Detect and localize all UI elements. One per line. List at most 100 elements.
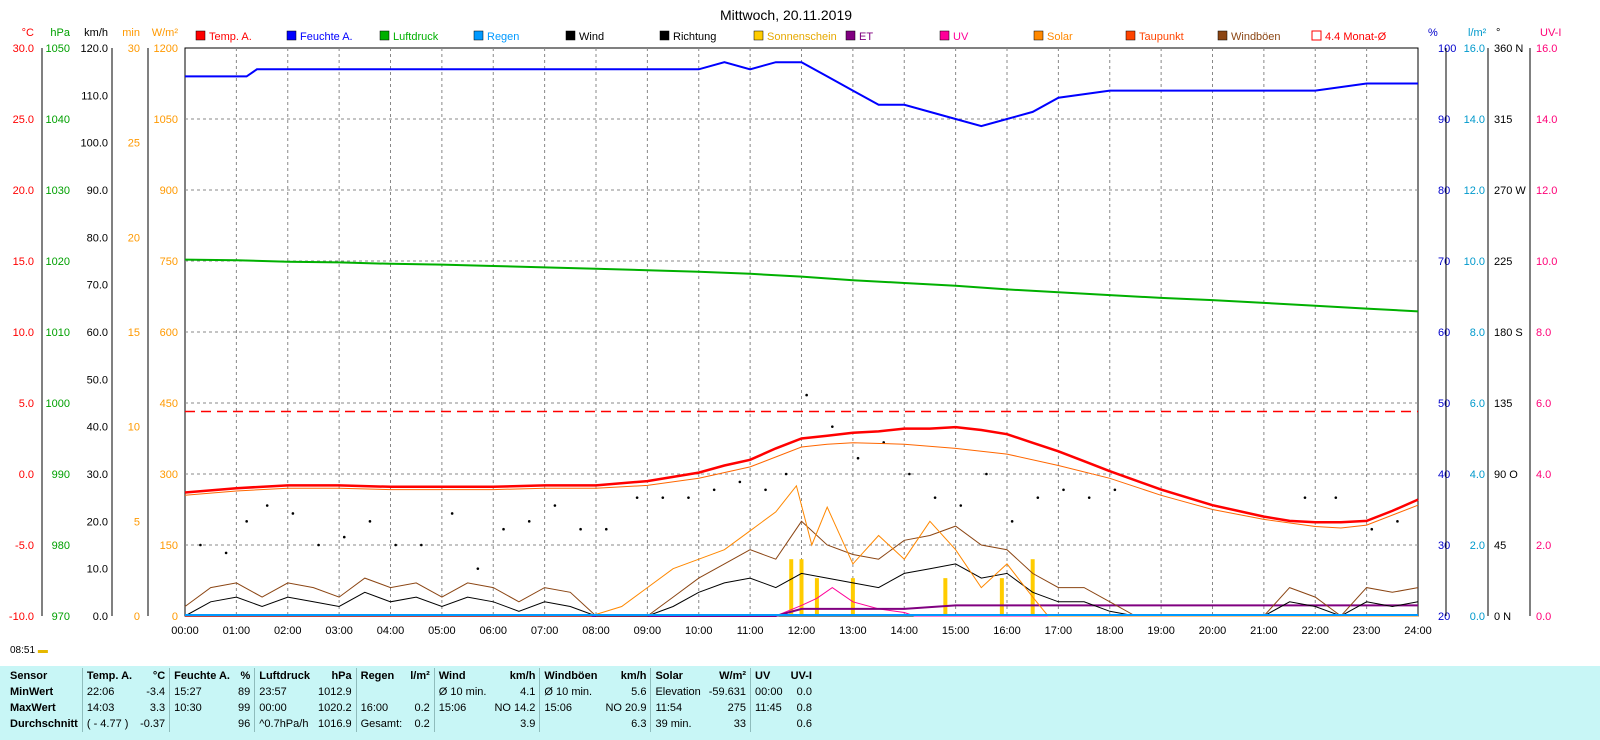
direction-point	[1062, 488, 1065, 492]
stats-cell: %	[240, 670, 251, 682]
tick-label-pressure: 1050	[46, 43, 70, 55]
x-tick-label: 16:00	[993, 625, 1021, 637]
direction-point	[291, 512, 295, 515]
x-tick-label: 07:00	[531, 625, 559, 637]
status-time: 08:51	[10, 645, 36, 656]
stats-cell: hPa	[331, 670, 352, 682]
tick-label-solar: 150	[160, 540, 178, 552]
stats-cell: 15:27	[169, 684, 234, 700]
tick-label-humidity: 20	[1438, 611, 1450, 623]
stats-cell	[355, 684, 407, 700]
x-tick-label: 18:00	[1096, 625, 1124, 637]
stats-cell: Temp. A.	[81, 668, 137, 684]
stats-cell: -59.631	[708, 686, 747, 698]
direction-point	[1113, 488, 1117, 492]
stats-cell: 16:00	[355, 700, 407, 716]
tick-label-humidity: 90	[1438, 114, 1450, 126]
tick-label-rain: 10.0	[1464, 256, 1485, 268]
sunshine-bar	[799, 559, 804, 616]
stats-cell: °C	[152, 670, 166, 682]
legend-label: Feuchte A.	[300, 31, 353, 43]
direction-point	[1010, 520, 1014, 523]
sunshine-bar	[814, 578, 819, 616]
axis-unit-direction: °	[1496, 27, 1500, 39]
stats-cell: km/h	[620, 670, 647, 682]
legend-swatch	[195, 30, 206, 41]
direction-point	[1036, 496, 1040, 499]
tick-label-uv: 14.0	[1536, 114, 1557, 126]
tick-label-wind: 100.0	[80, 138, 108, 150]
stats-cell: Solar	[650, 668, 705, 684]
legend-swatch	[753, 30, 764, 41]
tick-label-wind: 50.0	[87, 374, 108, 386]
direction-point	[1396, 520, 1399, 523]
stats-cell: 0.8	[796, 702, 812, 714]
series-taupunkt	[184, 442, 1419, 529]
stats-cell: 10:30	[169, 700, 234, 716]
tick-label-uv: 2.0	[1536, 540, 1551, 552]
tick-label-sun_min: 25	[128, 138, 140, 150]
direction-point	[712, 488, 716, 492]
x-axis: 00:00 01:00 02:00 03:00 04:00 05:00 06:00 07:00…	[171, 625, 1432, 637]
tick-label-solar: 300	[160, 469, 178, 481]
tick-label-wind: 120.0	[80, 43, 108, 55]
tick-label-solar: 0	[172, 611, 178, 623]
x-tick-label: 06:00	[479, 625, 507, 637]
legend-label: Sonnenschein	[767, 31, 837, 43]
tick-label-temp: 5.0	[19, 398, 34, 410]
legend-label: Taupunkt	[1139, 31, 1184, 43]
tick-label-sun_min: 5	[134, 516, 140, 528]
direction-point	[476, 567, 480, 570]
stats-cell: 00:00	[254, 700, 314, 716]
legend-label: Regen	[487, 31, 519, 43]
right-axes: 100 90 80 70 60 50 40 30 20 16.0 14.0 12.0 10.0 8.0 6.…	[1438, 43, 1557, 623]
tick-label-temp: 10.0	[13, 327, 34, 339]
chart-marks	[184, 61, 1419, 617]
axis-unit-uv: UV-I	[1540, 27, 1561, 39]
sunshine-bar	[850, 578, 855, 616]
stats-cell: 0.0	[796, 686, 812, 698]
x-tick-label: 01:00	[223, 625, 251, 637]
tick-label-solar: 1200	[154, 43, 178, 55]
legend-swatch	[1033, 30, 1044, 41]
direction-point	[831, 425, 834, 428]
tick-label-uv: 6.0	[1536, 398, 1551, 410]
direction-point	[764, 488, 767, 492]
stats-cell: UV	[750, 668, 787, 684]
stats-cell: Wind	[433, 668, 491, 684]
stats-table: Sensor Temp. A. °C Feuchte A.% Luftdruck hPa R…	[6, 668, 816, 732]
direction-point	[784, 472, 788, 476]
stats-cell: 11:54	[650, 700, 705, 716]
stats-header-row: Sensor Temp. A. °C Feuchte A.% Luftdruck hPa R…	[6, 668, 816, 684]
x-tick-label: 03:00	[325, 625, 353, 637]
stats-cell: 3.9	[520, 718, 536, 730]
x-tick-label: 04:00	[377, 625, 405, 637]
tick-label-direction: 0 N	[1494, 611, 1511, 623]
tick-label-sun_min: 0	[134, 611, 140, 623]
x-tick-label: 05:00	[428, 625, 456, 637]
chart-title: Mittwoch, 20.11.2019	[720, 7, 852, 23]
x-tick-label: 12:00	[788, 625, 816, 637]
tick-label-pressure: 980	[52, 540, 70, 552]
stats-row: Durchschnitt( - 4.77 ) -0.37 96 ^0.7hPa/h 10…	[6, 716, 816, 732]
x-tick-label: 10:00	[685, 625, 713, 637]
stats-panel: Sensor Temp. A. °C Feuchte A.% Luftdruck hPa R…	[0, 666, 1600, 740]
tick-label-humidity: 70	[1438, 256, 1450, 268]
direction-point	[1303, 496, 1307, 499]
tick-label-humidity: 40	[1438, 469, 1450, 481]
legend-swatch	[939, 30, 950, 41]
tick-label-solar: 900	[160, 185, 178, 197]
tick-label-temp: 15.0	[13, 256, 34, 268]
direction-point	[394, 543, 397, 547]
tick-label-direction: 225	[1494, 256, 1512, 268]
tick-label-temp: -5.0	[15, 540, 34, 552]
tick-label-pressure: 1010	[46, 327, 70, 339]
tick-label-wind: 80.0	[87, 232, 108, 244]
tick-label-uv: 8.0	[1536, 327, 1551, 339]
tick-label-wind: 0.0	[93, 611, 108, 623]
x-tick-label: 23:00	[1353, 625, 1381, 637]
direction-point	[959, 504, 963, 507]
direction-point	[661, 496, 665, 499]
legend-label: Temp. A.	[209, 31, 252, 43]
tick-label-direction: 180 S	[1494, 327, 1523, 339]
